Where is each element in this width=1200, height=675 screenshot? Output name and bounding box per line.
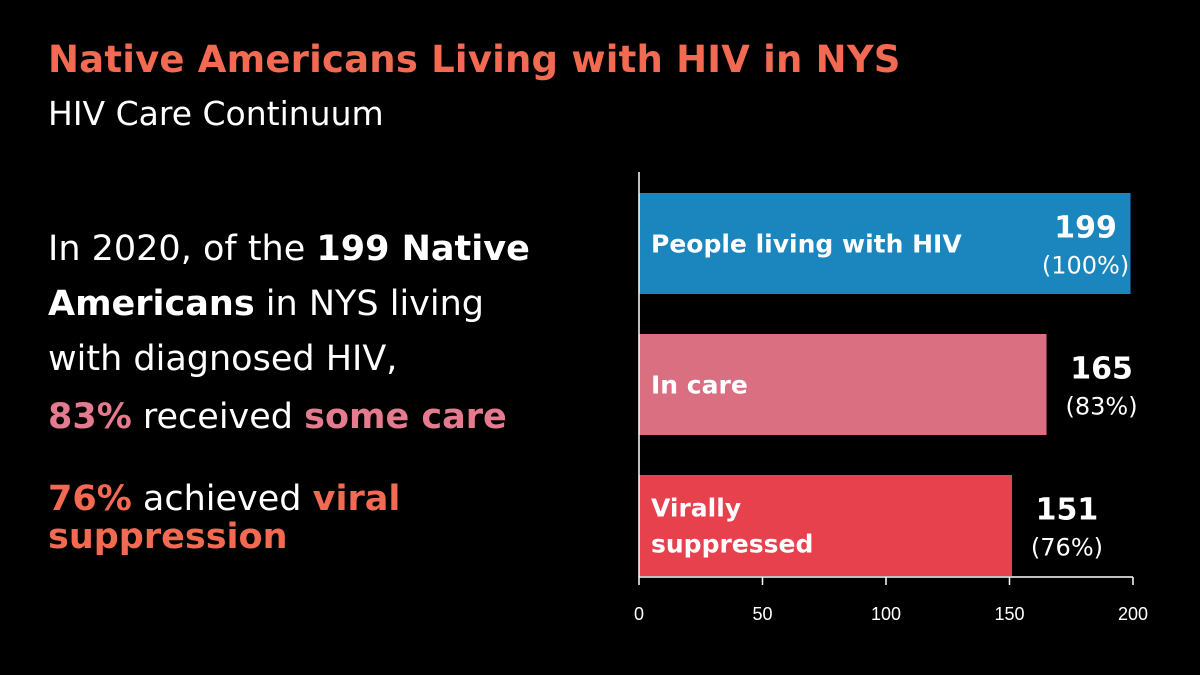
pct-label-2: (76%) <box>1031 534 1103 562</box>
x-tick-label-3: 150 <box>994 604 1024 624</box>
x-tick-label-1: 50 <box>752 604 772 624</box>
page-title: Native Americans Living with HIV in NYS <box>48 38 901 81</box>
bar-label-0-0: People living with HIV <box>651 230 962 259</box>
pct-label-0: (100%) <box>1042 252 1129 280</box>
x-tick-label-2: 100 <box>871 604 901 624</box>
stat-viral-suppression: 76% achieved viral suppression <box>48 480 608 556</box>
x-tick-label-0: 0 <box>634 604 644 624</box>
summary-line-1-bold: 199 Native <box>316 229 530 269</box>
bar-label-2-1: suppressed <box>651 530 813 559</box>
value-label-2: 151 <box>1036 493 1099 528</box>
summary-line-1: In 2020, of the 199 Native <box>48 222 608 277</box>
stat-care: 83% received some care <box>48 398 608 436</box>
summary-text: In 2020, of the 199 Native Americans in … <box>48 222 608 387</box>
summary-line-2-bold: Americans <box>48 284 255 324</box>
x-tick-label-4: 200 <box>1118 604 1148 624</box>
stat-care-highlight: some care <box>304 397 507 437</box>
value-label-1: 165 <box>1070 352 1133 387</box>
bar-label-2-0: Virally <box>651 494 741 523</box>
stat-vs-highlight-2: suppression <box>48 517 288 557</box>
summary-line-3: with diagnosed HIV, <box>48 339 398 379</box>
bar-2 <box>639 475 1012 576</box>
value-label-0: 199 <box>1054 211 1117 246</box>
bar-1 <box>639 334 1047 435</box>
stat-vs-highlight-1: viral <box>312 479 401 519</box>
stat-care-text: received <box>131 397 305 437</box>
bar-0 <box>639 193 1131 294</box>
summary-line-1-text: In 2020, of the <box>48 229 317 269</box>
stat-vs-text: achieved <box>131 479 313 519</box>
summary-line-2-text: in NYS living <box>254 284 485 324</box>
stat-care-pct: 83% <box>48 397 132 437</box>
bar-label-1-0: In care <box>651 371 748 400</box>
page-subtitle: HIV Care Continuum <box>48 94 384 133</box>
pct-label-1: (83%) <box>1066 393 1138 421</box>
summary-line-2: Americans in NYS living <box>48 277 608 332</box>
stat-vs-pct: 76% <box>48 479 132 519</box>
